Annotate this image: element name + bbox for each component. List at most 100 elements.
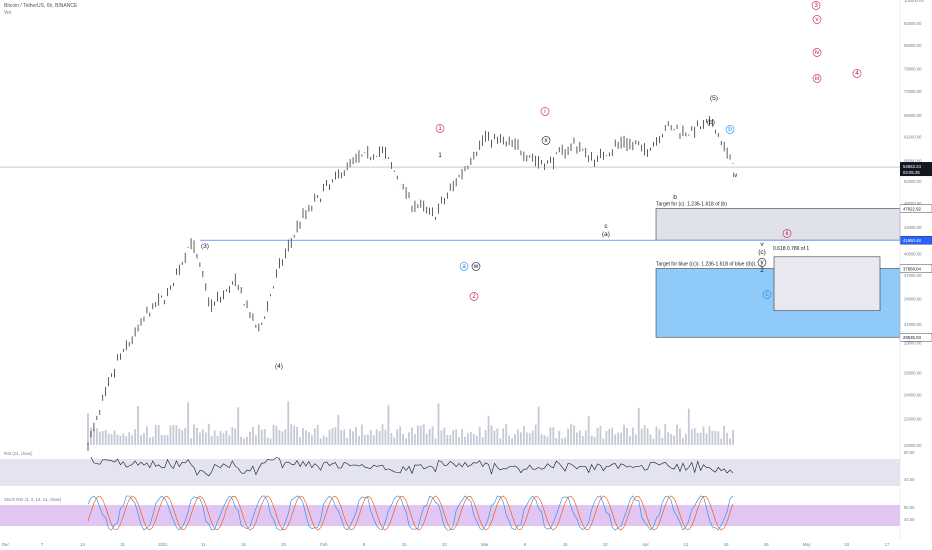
wave-text: ii [786, 230, 789, 237]
volume-bar [464, 436, 466, 445]
volume-bar [693, 427, 696, 445]
wave-text: 1 [438, 125, 442, 132]
volume-bar [699, 432, 702, 445]
volume-bar [732, 430, 734, 445]
price-tick-label: 92000.00 [904, 21, 922, 26]
volume-bar [154, 424, 157, 445]
volume-bar [349, 428, 352, 445]
volume-bar [181, 430, 184, 445]
volume-bar [87, 413, 89, 445]
price-tick-label: 26000.00 [904, 370, 922, 375]
volume-bar [337, 414, 340, 445]
wave-text: w [473, 263, 479, 270]
volume-bar [95, 428, 98, 445]
volume-bar [540, 434, 543, 445]
volume-bar [207, 423, 210, 445]
volume-bar [369, 430, 372, 445]
volume-bar [355, 426, 357, 445]
date-tick-label: 8 [524, 542, 527, 547]
volume-bar [263, 429, 266, 445]
date-tick-label: 17 [885, 542, 890, 547]
volume-bar [661, 438, 664, 445]
volume-bar [199, 432, 201, 445]
volume-bar [278, 430, 281, 445]
date-tick-label: Dec [2, 542, 9, 547]
countdown-label: 03:05:35 [903, 170, 920, 175]
volume-bar [216, 435, 219, 445]
volume-bar [428, 428, 431, 445]
volume-bar [231, 427, 234, 445]
volume-bar [134, 429, 137, 445]
wave-text: (3) [201, 243, 209, 250]
volume-bar [682, 437, 684, 445]
volume-bar [723, 425, 726, 445]
wave-text: a [462, 263, 466, 270]
wave-circle [459, 262, 469, 271]
volume-bar [643, 424, 646, 445]
volume-bar [390, 432, 393, 445]
volume-bar [352, 431, 354, 445]
wave-circle [541, 136, 551, 145]
volume-bar [558, 430, 561, 445]
volume-bar [469, 431, 472, 445]
volume-bar [496, 428, 499, 445]
wave-text: 2 [760, 267, 764, 274]
volume-bar [608, 428, 611, 445]
wave-label: (3) [201, 243, 209, 250]
wave-text: (b) [707, 119, 715, 126]
target-label: Target for (c). 1.236-1.618 of (b) [656, 202, 727, 208]
volume-bar [522, 426, 525, 445]
volume-bar [502, 428, 505, 445]
volume-bar [343, 429, 346, 445]
volume-bar [676, 424, 678, 445]
rsi-band [0, 459, 900, 486]
volume-bar [414, 433, 416, 445]
price-tick-label: 22000.00 [904, 417, 922, 422]
date-tick-label: 14 [80, 542, 85, 547]
volume-bar [331, 428, 334, 445]
price-tick-label: 66000.00 [904, 113, 922, 118]
volume-bar [252, 427, 254, 445]
stoch-tick-label: 80.00 [904, 505, 915, 510]
wave-text: x [544, 137, 548, 144]
target-label: Target for blue ((c)). 1.236-1.618 of bl… [656, 262, 757, 268]
volume-bar [375, 429, 378, 445]
volume-bar [346, 437, 349, 445]
volume-bar [620, 432, 622, 445]
volume-bar [143, 432, 145, 445]
wave-label: w [471, 262, 481, 271]
volume-bar [243, 438, 245, 445]
date-tick-label: 11 [201, 542, 206, 547]
volume-bar [673, 435, 675, 445]
target-box-c [655, 208, 901, 241]
stoch-d-line [87, 495, 734, 531]
volume-bar [187, 402, 190, 445]
wave-label: 4 [852, 69, 862, 78]
volume-bar [325, 436, 328, 445]
volume-bar [122, 433, 125, 445]
volume-bar [640, 428, 643, 445]
volume-bar [237, 407, 240, 445]
volume-bar [358, 435, 360, 445]
volume-bar [658, 429, 661, 445]
volume-bar [534, 424, 537, 445]
date-tick-label: 19 [724, 542, 729, 547]
volume-bar [637, 407, 640, 445]
volume-bar [467, 433, 469, 445]
volume-bars [87, 401, 734, 445]
volume-bar [455, 429, 458, 445]
volume-bar [687, 408, 690, 445]
volume-bar [101, 431, 104, 445]
volume-bar [631, 427, 634, 445]
volume-bar [511, 438, 514, 445]
volume-bar [393, 437, 396, 445]
volume-bar [148, 437, 151, 445]
volume-bar [599, 426, 602, 445]
price-tick-label: 61000.00 [904, 135, 922, 140]
volume-bar [543, 435, 546, 445]
volume-bar [596, 427, 599, 445]
volume-bar [249, 431, 251, 445]
volume-bar [296, 426, 299, 445]
volume-bar [396, 429, 399, 445]
